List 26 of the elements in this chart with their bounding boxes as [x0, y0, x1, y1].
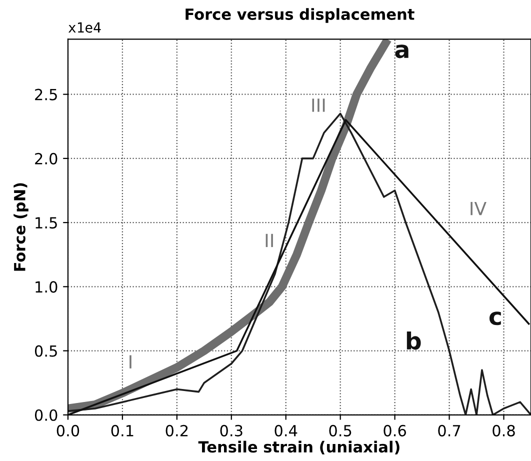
x-tick-label: 0.2 — [166, 424, 188, 436]
y-axis-title: Force (pN) — [14, 183, 28, 271]
series-label: c — [490, 312, 501, 326]
y-tick-label: 2.0 — [35, 152, 58, 164]
x-tick-label: 0.4 — [274, 424, 298, 436]
y-tick-label: 1.5 — [36, 217, 57, 229]
y-tick-label: 0.5 — [34, 345, 57, 357]
series-label: a — [395, 44, 408, 58]
chart-title: Force versus displacement — [186, 8, 414, 23]
text: x1e4 — [68, 22, 101, 33]
series-label: b — [406, 331, 421, 350]
x-tick-label: 0.0 — [56, 424, 80, 436]
y-tick-label: 0.0 — [34, 409, 58, 421]
x-axis-title: Tensile strain (uniaxial) — [198, 440, 400, 454]
annotation: I — [130, 355, 132, 368]
annotation: II — [266, 234, 273, 248]
y-tick-label: 1.0 — [36, 281, 58, 293]
x-tick-label: 0.8 — [492, 424, 515, 436]
annotation: III — [312, 98, 325, 112]
x-tick-label: 0.7 — [438, 424, 460, 436]
y-tick-label: 2.5 — [35, 88, 57, 100]
x-tick-label: 0.6 — [384, 424, 406, 436]
x-tick-label: 0.1 — [111, 424, 134, 436]
x-tick-label: 0.5 — [329, 424, 352, 436]
x-tick-label: 0.3 — [220, 424, 242, 436]
annotation: IV — [470, 202, 486, 216]
